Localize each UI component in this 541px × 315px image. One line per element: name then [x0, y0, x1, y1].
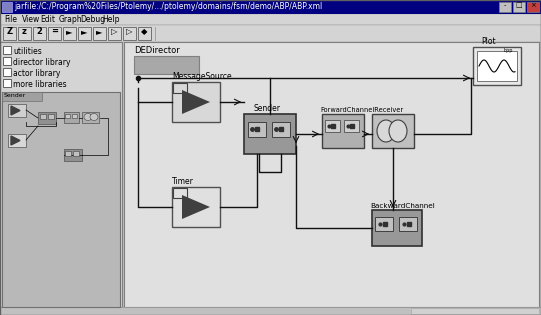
Bar	[0, 307, 541, 315]
Bar	[344, 120, 359, 132]
Text: Plot: Plot	[481, 37, 496, 46]
Bar	[8, 104, 26, 117]
Text: MessageSource: MessageSource	[172, 72, 232, 81]
Text: Debug: Debug	[81, 15, 105, 24]
Bar	[399, 217, 417, 231]
Text: ×: ×	[530, 2, 536, 8]
Polygon shape	[11, 136, 20, 145]
Text: more libraries: more libraries	[13, 80, 67, 89]
Bar	[38, 112, 56, 124]
Ellipse shape	[90, 113, 98, 121]
Polygon shape	[182, 195, 210, 219]
Bar	[0, 42, 122, 307]
Text: View: View	[22, 15, 41, 24]
Bar	[513, 2, 525, 12]
Bar	[172, 82, 220, 122]
Bar	[64, 112, 79, 123]
Bar	[2, 92, 42, 101]
Bar	[65, 114, 70, 118]
Bar	[3, 46, 11, 54]
Bar	[3, 57, 11, 65]
Text: actor library: actor library	[13, 69, 61, 78]
Text: 2: 2	[37, 27, 42, 36]
Bar	[72, 114, 77, 118]
Text: ◆: ◆	[141, 27, 148, 36]
Text: Timer: Timer	[172, 177, 194, 186]
Bar	[473, 47, 521, 85]
Bar	[173, 83, 187, 93]
Polygon shape	[182, 90, 210, 114]
Bar	[0, 0, 541, 14]
Bar	[18, 27, 31, 40]
Bar	[322, 114, 364, 148]
Bar	[499, 2, 511, 12]
Bar	[244, 114, 296, 154]
Text: ►: ►	[66, 27, 72, 36]
Text: z: z	[22, 27, 27, 36]
Bar	[82, 112, 99, 123]
Text: Sender: Sender	[4, 93, 27, 98]
Bar	[124, 42, 539, 307]
Bar	[2, 92, 120, 307]
Bar	[372, 210, 422, 246]
Text: BackwardChannel: BackwardChannel	[370, 203, 435, 209]
Text: Graph: Graph	[58, 15, 82, 24]
Text: ►: ►	[81, 27, 88, 36]
Polygon shape	[11, 106, 20, 115]
Bar	[3, 79, 11, 87]
Bar	[272, 122, 290, 137]
Bar	[527, 2, 539, 12]
Ellipse shape	[377, 120, 395, 142]
Bar	[3, 27, 16, 40]
Bar	[372, 114, 414, 148]
Bar	[134, 56, 199, 74]
Bar	[33, 27, 46, 40]
Bar	[0, 14, 541, 25]
Text: ►: ►	[96, 27, 103, 36]
Bar	[138, 27, 151, 40]
Text: DEDirector: DEDirector	[134, 46, 180, 55]
Bar	[0, 25, 541, 42]
Bar	[8, 134, 26, 147]
Text: Edit: Edit	[41, 15, 55, 24]
Bar	[375, 217, 393, 231]
Text: ▷: ▷	[111, 27, 118, 36]
Bar	[172, 187, 220, 227]
Text: -: -	[504, 2, 506, 8]
Bar	[73, 151, 79, 156]
Text: Help: Help	[103, 15, 120, 24]
Bar	[48, 114, 54, 119]
Bar	[78, 27, 91, 40]
Text: File: File	[4, 15, 17, 24]
Bar	[108, 27, 121, 40]
Text: ▷: ▷	[126, 27, 133, 36]
Bar	[477, 51, 517, 81]
Bar	[63, 27, 76, 40]
Text: Z: Z	[6, 27, 12, 36]
Bar	[40, 114, 46, 119]
Text: Sender: Sender	[254, 104, 281, 113]
Bar	[3, 68, 11, 76]
Ellipse shape	[84, 113, 92, 121]
Text: ForwardChannelReceiver: ForwardChannelReceiver	[320, 107, 403, 113]
Bar	[93, 27, 106, 40]
Text: jarfile:/C:/Program%20Files/Ptolemy/.../ptolemy/domains/fsm/demo/ABP/ABP.xml: jarfile:/C:/Program%20Files/Ptolemy/.../…	[14, 2, 322, 11]
Bar	[123, 27, 136, 40]
Ellipse shape	[389, 120, 407, 142]
Text: =: =	[51, 27, 58, 36]
Bar	[64, 149, 82, 161]
Bar	[65, 151, 71, 156]
Bar	[248, 122, 266, 137]
Bar	[2, 2, 12, 12]
Text: director library: director library	[13, 58, 70, 67]
Text: bpp: bpp	[503, 48, 512, 53]
Text: □: □	[516, 2, 522, 8]
Bar	[48, 27, 61, 40]
Text: utilities: utilities	[13, 47, 42, 56]
Bar	[411, 308, 539, 314]
Bar	[173, 188, 187, 198]
Bar	[325, 120, 340, 132]
